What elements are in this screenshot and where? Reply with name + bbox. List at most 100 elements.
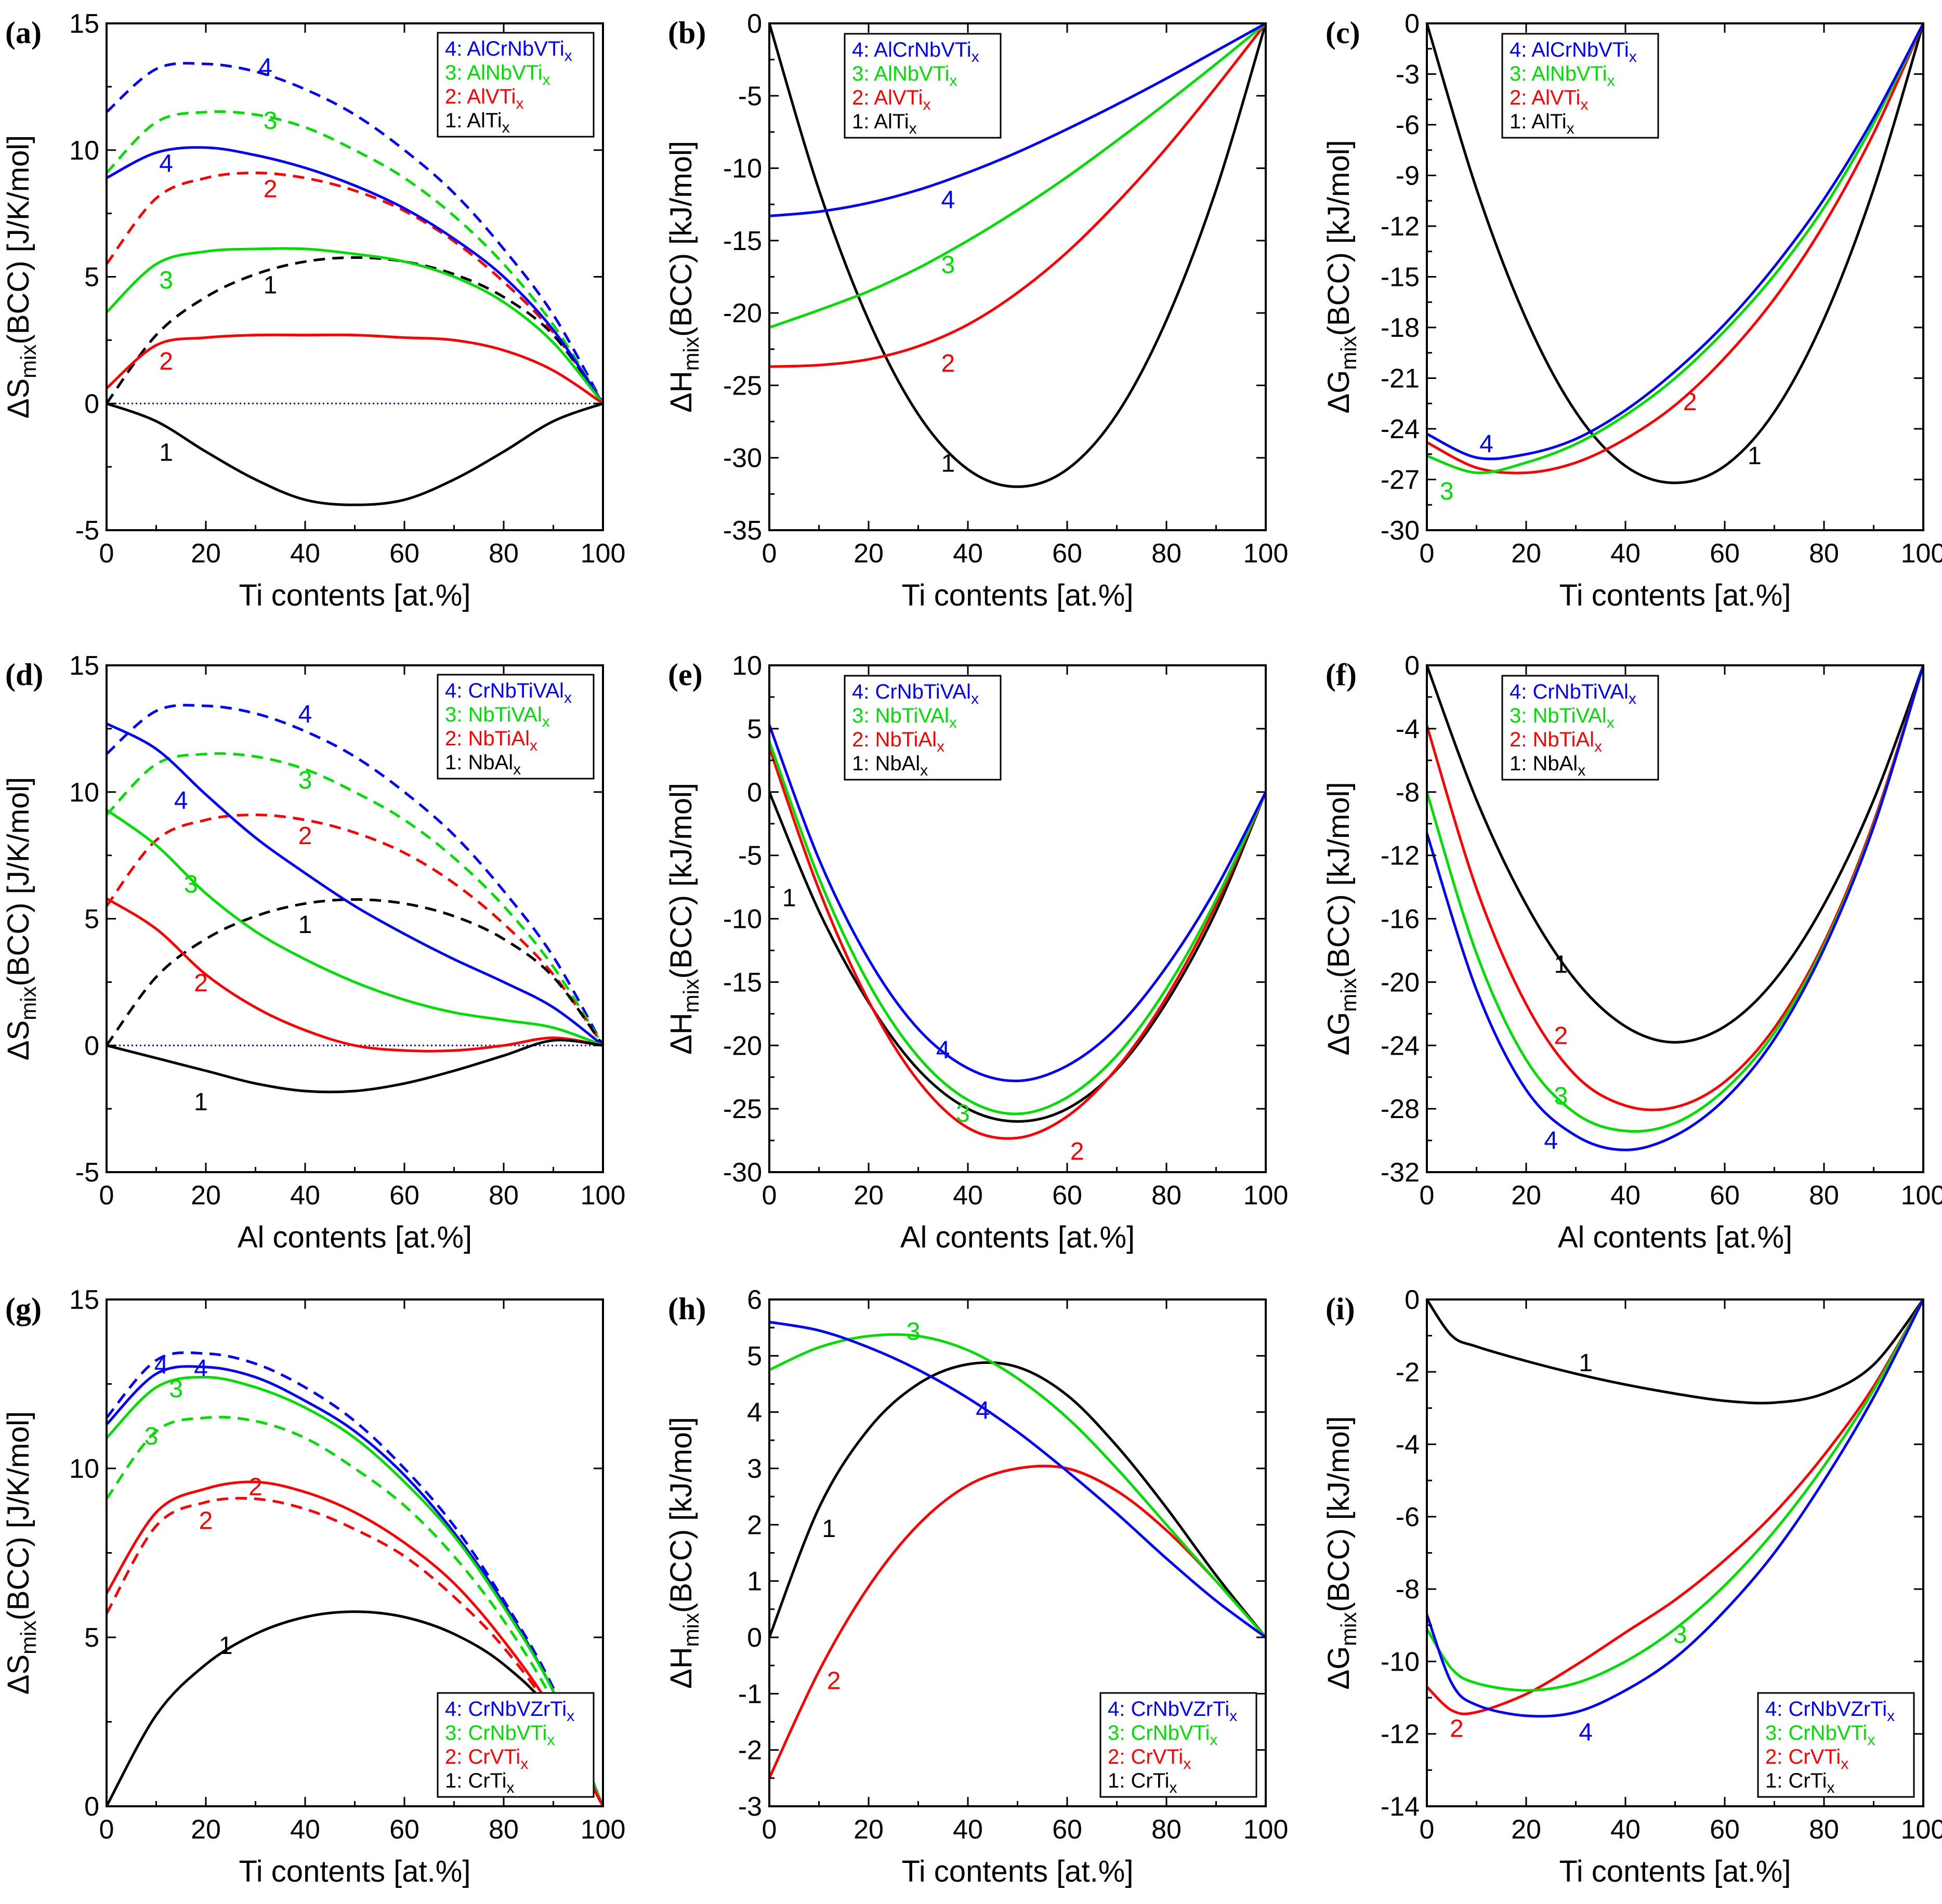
legend-entry-sub: x <box>1594 738 1602 755</box>
x-tick-label: 100 <box>1243 1815 1289 1845</box>
legend-entry-sub: x <box>1827 1779 1835 1796</box>
y-tick-label: -20 <box>1381 967 1420 997</box>
legend-entry-sub: x <box>920 762 928 779</box>
legend-entry-sub: x <box>520 1755 528 1772</box>
y-tick-label: 5 <box>84 262 99 293</box>
series-1-label: 1 <box>298 911 312 939</box>
legend-entry-sub: x <box>909 120 917 137</box>
x-tick-label: 80 <box>1151 1180 1182 1211</box>
legend-entry-1: 1: CrTix <box>1765 1769 1835 1796</box>
panel-label: (g) <box>5 1292 42 1326</box>
legend-entry-text: 4: CrNbTiVAl <box>445 679 564 702</box>
legend-entry-1: 1: AlTix <box>445 109 510 136</box>
x-tick-label: 0 <box>762 1180 777 1211</box>
y-tick-label: 10 <box>69 1454 99 1484</box>
legend-entry-1: 1: AlTix <box>852 110 917 137</box>
series-3-solid-line <box>1427 665 1923 1133</box>
x-tick-label: 20 <box>854 1180 884 1211</box>
legend-entry-1: 1: NbAlx <box>1510 752 1585 779</box>
legend-entry-text: 3: NbTiVAl <box>1510 704 1607 727</box>
x-tick-label: 0 <box>762 1815 777 1845</box>
series-3-label: 3 <box>907 1318 921 1346</box>
x-tick-label: 20 <box>191 1815 221 1845</box>
y-tick-label: -5 <box>75 516 99 546</box>
y-tick-label: -30 <box>723 1158 762 1188</box>
y-tick-label: -20 <box>723 1031 762 1061</box>
legend-entry-text: 1: NbAl <box>852 752 920 775</box>
y-axis-title-main: ΔH <box>664 1013 698 1055</box>
x-tick-label: 80 <box>1809 1180 1839 1211</box>
legend-entry-text: 3: CrNbVTi <box>445 1722 547 1744</box>
y-axis-title-rest: (BCC) [kJ/mol] <box>1322 140 1356 336</box>
panel-label: (h) <box>668 1292 706 1326</box>
x-tick-label: 100 <box>1243 1180 1289 1211</box>
series-2-label: 2 <box>1070 1138 1084 1165</box>
legend-entry-4: 4: CrNbTiVAlx <box>445 679 572 706</box>
y-tick-label: -25 <box>723 1094 762 1124</box>
series-2-dashed-line <box>107 172 603 404</box>
series-2-dashed-line <box>107 813 603 1046</box>
series-4-label: 4 <box>298 701 312 728</box>
y-axis-title-sub: mix <box>1336 336 1361 370</box>
plot-frame <box>1426 664 1924 1173</box>
y-axis-title-main: ΔG <box>1322 370 1356 414</box>
y-tick-label: -21 <box>1381 364 1420 394</box>
y-tick-label: 15 <box>69 651 99 681</box>
series-1-dashed-line <box>107 898 603 1046</box>
legend-entry-sub: x <box>1629 48 1637 65</box>
y-axis-title-sub: mix <box>1336 1612 1361 1646</box>
series-4-label: 4 <box>941 186 955 214</box>
y-tick-label: -35 <box>723 516 762 546</box>
legend-entry-text: 1: CrTi <box>445 1769 507 1792</box>
y-axis-title-sub: mix <box>16 1621 41 1654</box>
series-2-label: 2 <box>159 348 173 375</box>
legend-entry-text: 3: NbTiVAl <box>852 704 949 727</box>
y-axis-title: ΔGmix(BCC) [kJ/mol] <box>1322 782 1361 1055</box>
series-4-solid-line <box>107 722 603 1047</box>
legend-entry-3: 3: NbTiVAlx <box>852 704 957 731</box>
x-tick-label: 0 <box>1420 539 1435 569</box>
x-tick-label: 20 <box>1511 539 1541 569</box>
x-tick-label: 80 <box>489 1180 519 1211</box>
series-4-label: 4 <box>1544 1127 1558 1154</box>
series-1-label: 1 <box>194 1088 208 1116</box>
legend-entry-2: 2: AlVTix <box>1510 86 1588 113</box>
series-3-solid-line <box>769 1333 1266 1638</box>
y-axis-title: ΔHmix(BCC) [kJ/mol] <box>664 141 703 413</box>
legend-entry-sub: x <box>937 738 944 755</box>
x-tick-label: 0 <box>1420 1815 1435 1845</box>
x-axis-title: Ti contents [at.%] <box>239 1855 471 1888</box>
series-2-solid-line <box>107 897 603 1053</box>
y-tick-label: -24 <box>1381 1031 1420 1061</box>
series-2-label: 2 <box>194 969 208 997</box>
y-axis-title-main: ΔS <box>2 378 35 418</box>
legend-entry-sub: x <box>949 714 957 731</box>
legend-entry-sub: x <box>547 1731 555 1749</box>
legend-entry-sub: x <box>507 1779 515 1796</box>
series-4-dashed-line <box>107 62 603 404</box>
series-4-label: 4 <box>174 787 188 815</box>
y-axis-title: ΔSmix(BCC) [J/K/mol] <box>2 135 41 419</box>
legend-entry-text: 2: NbTiAl <box>1510 728 1594 751</box>
x-axis-title: Ti contents [at.%] <box>902 1855 1134 1888</box>
legend-entry-text: 1: AlTi <box>445 109 502 132</box>
x-tick-label: 60 <box>1052 1180 1082 1211</box>
y-axis-title-sub: mix <box>679 337 703 371</box>
legend-entry-text: 4: AlCrNbVTi <box>852 38 972 61</box>
x-tick-label: 80 <box>1809 1815 1839 1845</box>
legend-entry-text: 1: NbAl <box>445 751 513 774</box>
y-tick-label: -9 <box>1396 161 1420 191</box>
legend-entry-2: 2: CrVTix <box>445 1745 528 1772</box>
y-tick-label: -5 <box>75 1158 99 1188</box>
panel-label: (a) <box>5 16 42 50</box>
legend-entry-text: 1: CrTi <box>1765 1769 1827 1792</box>
panel-label: (d) <box>5 658 43 692</box>
legend-entry-text: 3: AlNbVTi <box>1510 62 1607 85</box>
series-3-dashed-line <box>107 752 603 1046</box>
x-tick-label: 40 <box>953 539 983 569</box>
y-tick-label: 15 <box>69 1285 99 1315</box>
legend-entry-text: 1: CrTi <box>1108 1769 1170 1792</box>
